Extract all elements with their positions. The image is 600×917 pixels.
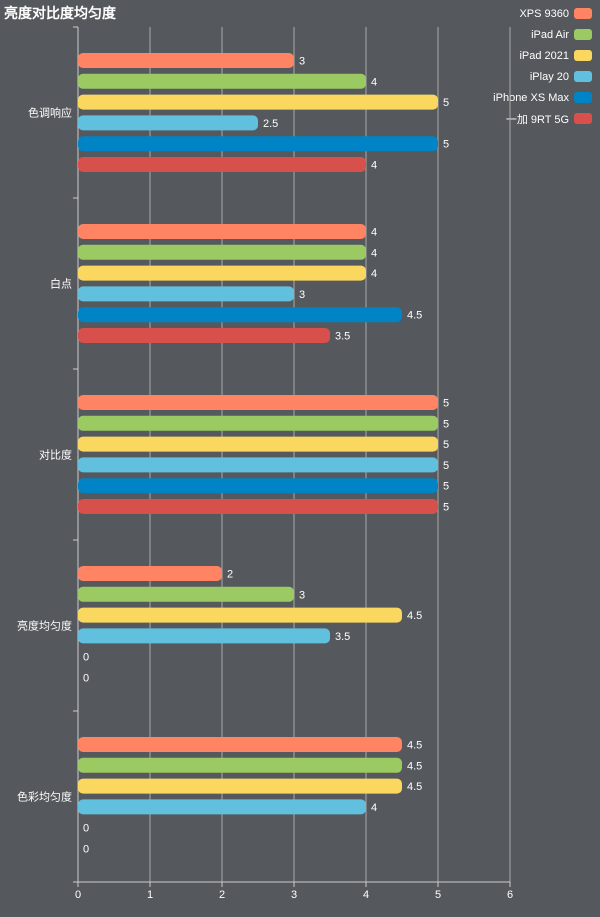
data-label: 4.5 — [407, 781, 422, 793]
data-label: 0 — [83, 652, 89, 664]
x-tick-label: 2 — [219, 889, 225, 901]
bar — [78, 778, 402, 794]
data-label: 5 — [443, 502, 449, 514]
bar — [78, 478, 438, 494]
bar — [78, 157, 366, 172]
data-label: 5 — [443, 439, 449, 451]
bar — [78, 799, 366, 815]
data-label: 4 — [371, 268, 377, 280]
x-tick-label: 4 — [363, 889, 369, 901]
legend: XPS 9360 iPad Air iPad 2021 iPlay 20 iPhone … — [493, 3, 592, 129]
bar — [78, 115, 258, 131]
x-tick-label: 1 — [147, 889, 153, 901]
data-label: 3.5 — [335, 331, 350, 343]
bar — [78, 457, 438, 473]
data-label: 4.5 — [407, 740, 422, 752]
bar — [78, 244, 366, 260]
data-label: 0 — [83, 823, 89, 835]
bar — [78, 586, 294, 602]
bar — [78, 286, 294, 302]
legend-label: iPlay 20 — [529, 70, 569, 83]
legend-item[interactable]: 一加 9RT 5G — [493, 108, 592, 129]
x-tick-label: 0 — [75, 889, 81, 901]
data-label: 5 — [443, 481, 449, 493]
data-label: 4.5 — [407, 310, 422, 322]
legend-label: iPhone XS Max — [493, 91, 569, 104]
y-tick-label: 色彩均匀度 — [17, 790, 72, 804]
data-label: 5 — [443, 418, 449, 430]
legend-label: XPS 9360 — [519, 7, 569, 20]
data-label: 4.5 — [407, 760, 422, 772]
bar — [78, 499, 438, 514]
legend-item[interactable]: iPlay 20 — [493, 66, 592, 87]
legend-swatch — [574, 8, 592, 19]
data-label: 5 — [443, 398, 449, 410]
y-tick-label: 亮度均匀度 — [17, 619, 72, 633]
legend-swatch — [574, 71, 592, 82]
legend-swatch — [574, 29, 592, 40]
data-label: 3.5 — [335, 631, 350, 643]
data-label: 2 — [227, 569, 233, 581]
legend-swatch — [574, 50, 592, 61]
bar — [78, 328, 330, 343]
bar — [78, 136, 438, 152]
y-tick-label: 白点 — [50, 277, 72, 291]
x-tick-label: 6 — [507, 889, 513, 901]
data-label: 3 — [299, 289, 305, 301]
legend-swatch — [574, 92, 592, 103]
y-tick-label: 对比度 — [39, 448, 72, 462]
bar — [78, 395, 438, 410]
bar — [78, 757, 402, 773]
legend-item[interactable]: iPad Air — [493, 24, 592, 45]
data-label: 0 — [83, 673, 89, 685]
data-label: 0 — [83, 844, 89, 856]
bar — [78, 307, 402, 323]
data-label: 3 — [299, 589, 305, 601]
data-label: 4 — [371, 802, 377, 814]
data-label: 4 — [371, 160, 377, 172]
x-tick-label: 5 — [435, 889, 441, 901]
bar — [78, 436, 438, 452]
chart-title: 亮度对比度均匀度 — [4, 6, 116, 22]
legend-label: 一加 9RT 5G — [505, 113, 569, 126]
bar — [78, 628, 330, 644]
bar — [78, 415, 438, 431]
legend-label: iPad 2021 — [519, 49, 569, 62]
bar — [78, 566, 222, 581]
bar — [78, 53, 294, 68]
bar — [78, 73, 366, 89]
bar — [78, 94, 438, 110]
bar — [78, 224, 366, 239]
bar — [78, 607, 402, 623]
y-tick-label: 色调响应 — [28, 106, 72, 120]
data-label: 5 — [443, 460, 449, 472]
data-label: 5 — [443, 139, 449, 151]
legend-label: iPad Air — [531, 28, 569, 41]
legend-swatch — [574, 113, 592, 124]
data-label: 4 — [371, 227, 377, 239]
legend-item[interactable]: XPS 9360 — [493, 3, 592, 24]
data-label: 2.5 — [263, 118, 278, 130]
data-label: 3 — [299, 56, 305, 68]
legend-item[interactable]: iPad 2021 — [493, 45, 592, 66]
data-label: 4 — [371, 76, 377, 88]
legend-item[interactable]: iPhone XS Max — [493, 87, 592, 108]
data-label: 4.5 — [407, 610, 422, 622]
bar — [78, 737, 402, 752]
x-tick-label: 3 — [291, 889, 297, 901]
bar — [78, 265, 366, 281]
data-label: 5 — [443, 97, 449, 109]
data-label: 4 — [371, 247, 377, 259]
